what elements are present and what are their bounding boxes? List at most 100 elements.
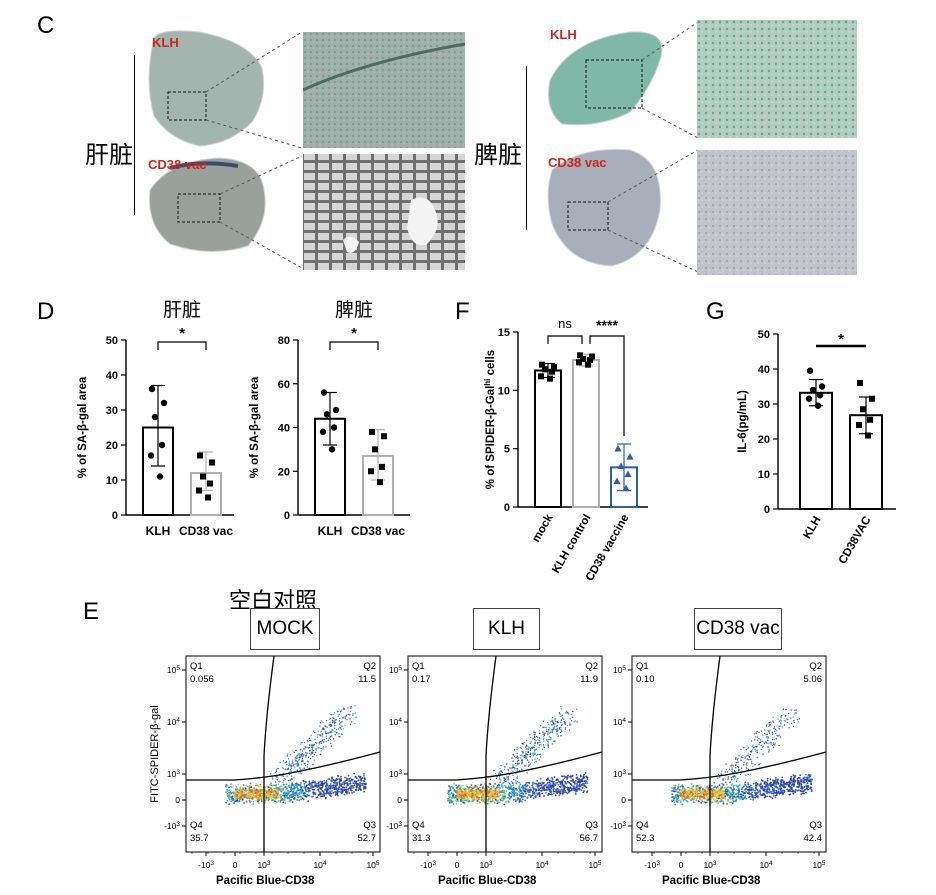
event — [682, 791, 685, 794]
event — [805, 779, 808, 782]
event — [557, 721, 559, 724]
event — [787, 712, 790, 715]
event — [551, 784, 554, 787]
event — [516, 798, 519, 801]
event — [340, 790, 342, 793]
event — [448, 796, 451, 799]
y-axis-label: % of SA-β-gal area — [249, 376, 261, 478]
event — [550, 738, 552, 740]
event — [780, 720, 783, 722]
event — [452, 803, 455, 806]
event — [504, 786, 507, 789]
event — [732, 792, 735, 795]
event — [684, 794, 687, 798]
event — [236, 800, 239, 803]
event — [539, 756, 542, 758]
event — [768, 725, 770, 727]
event — [782, 780, 785, 783]
event — [516, 792, 519, 795]
event — [234, 800, 236, 803]
event — [300, 773, 302, 775]
event — [521, 751, 523, 753]
event — [563, 789, 566, 791]
q3-value: 52.7 — [358, 833, 377, 844]
event — [547, 733, 549, 735]
event — [806, 776, 809, 779]
x-tick-label: 104 — [535, 860, 548, 871]
event — [308, 783, 310, 786]
event — [354, 775, 357, 778]
event — [803, 785, 806, 788]
event — [779, 782, 782, 785]
event — [515, 787, 517, 790]
event — [545, 728, 548, 731]
event — [289, 790, 292, 793]
event — [281, 767, 284, 769]
event — [282, 781, 284, 784]
event — [749, 773, 751, 775]
event — [573, 721, 575, 723]
event — [538, 737, 541, 739]
event — [522, 788, 524, 790]
event — [488, 786, 490, 789]
event — [780, 715, 782, 718]
event — [772, 742, 775, 744]
event — [742, 764, 745, 766]
event — [494, 794, 497, 797]
event — [788, 793, 791, 796]
event — [530, 752, 532, 754]
event — [542, 720, 545, 722]
event — [526, 797, 529, 800]
event — [512, 784, 515, 787]
event — [715, 791, 718, 795]
event — [355, 777, 358, 780]
event — [792, 716, 794, 718]
event — [322, 721, 324, 723]
event — [560, 708, 563, 710]
event — [332, 738, 335, 740]
event — [450, 792, 453, 794]
event — [489, 791, 492, 794]
event — [294, 758, 297, 760]
event — [518, 790, 521, 793]
event — [751, 760, 753, 763]
event — [254, 791, 257, 794]
event — [502, 791, 505, 794]
event — [726, 787, 728, 789]
event — [292, 759, 294, 761]
event — [775, 738, 778, 740]
event — [560, 735, 562, 737]
event — [283, 786, 286, 788]
event — [522, 755, 524, 757]
event — [294, 766, 296, 768]
event — [563, 721, 565, 723]
event — [764, 780, 767, 783]
data-point — [379, 463, 385, 470]
liver-thumbnails — [148, 30, 266, 253]
event — [734, 767, 737, 769]
event — [541, 781, 544, 784]
event — [248, 793, 251, 796]
event — [794, 791, 796, 793]
y-tick-label: 0 — [621, 795, 626, 805]
event — [528, 761, 530, 763]
event — [747, 773, 749, 776]
event — [528, 790, 530, 793]
event — [745, 774, 747, 776]
y-tick-label: 20 — [278, 466, 290, 478]
event — [683, 789, 686, 792]
event — [315, 782, 318, 785]
event — [721, 782, 724, 785]
event — [292, 784, 295, 787]
event — [519, 783, 522, 786]
event — [288, 796, 291, 799]
event — [349, 787, 352, 790]
event — [790, 784, 793, 787]
q2-value: 5.06 — [804, 674, 823, 685]
event — [556, 724, 558, 727]
plot-frame — [407, 655, 603, 853]
event — [518, 757, 520, 759]
event — [510, 790, 513, 793]
event — [710, 788, 713, 790]
